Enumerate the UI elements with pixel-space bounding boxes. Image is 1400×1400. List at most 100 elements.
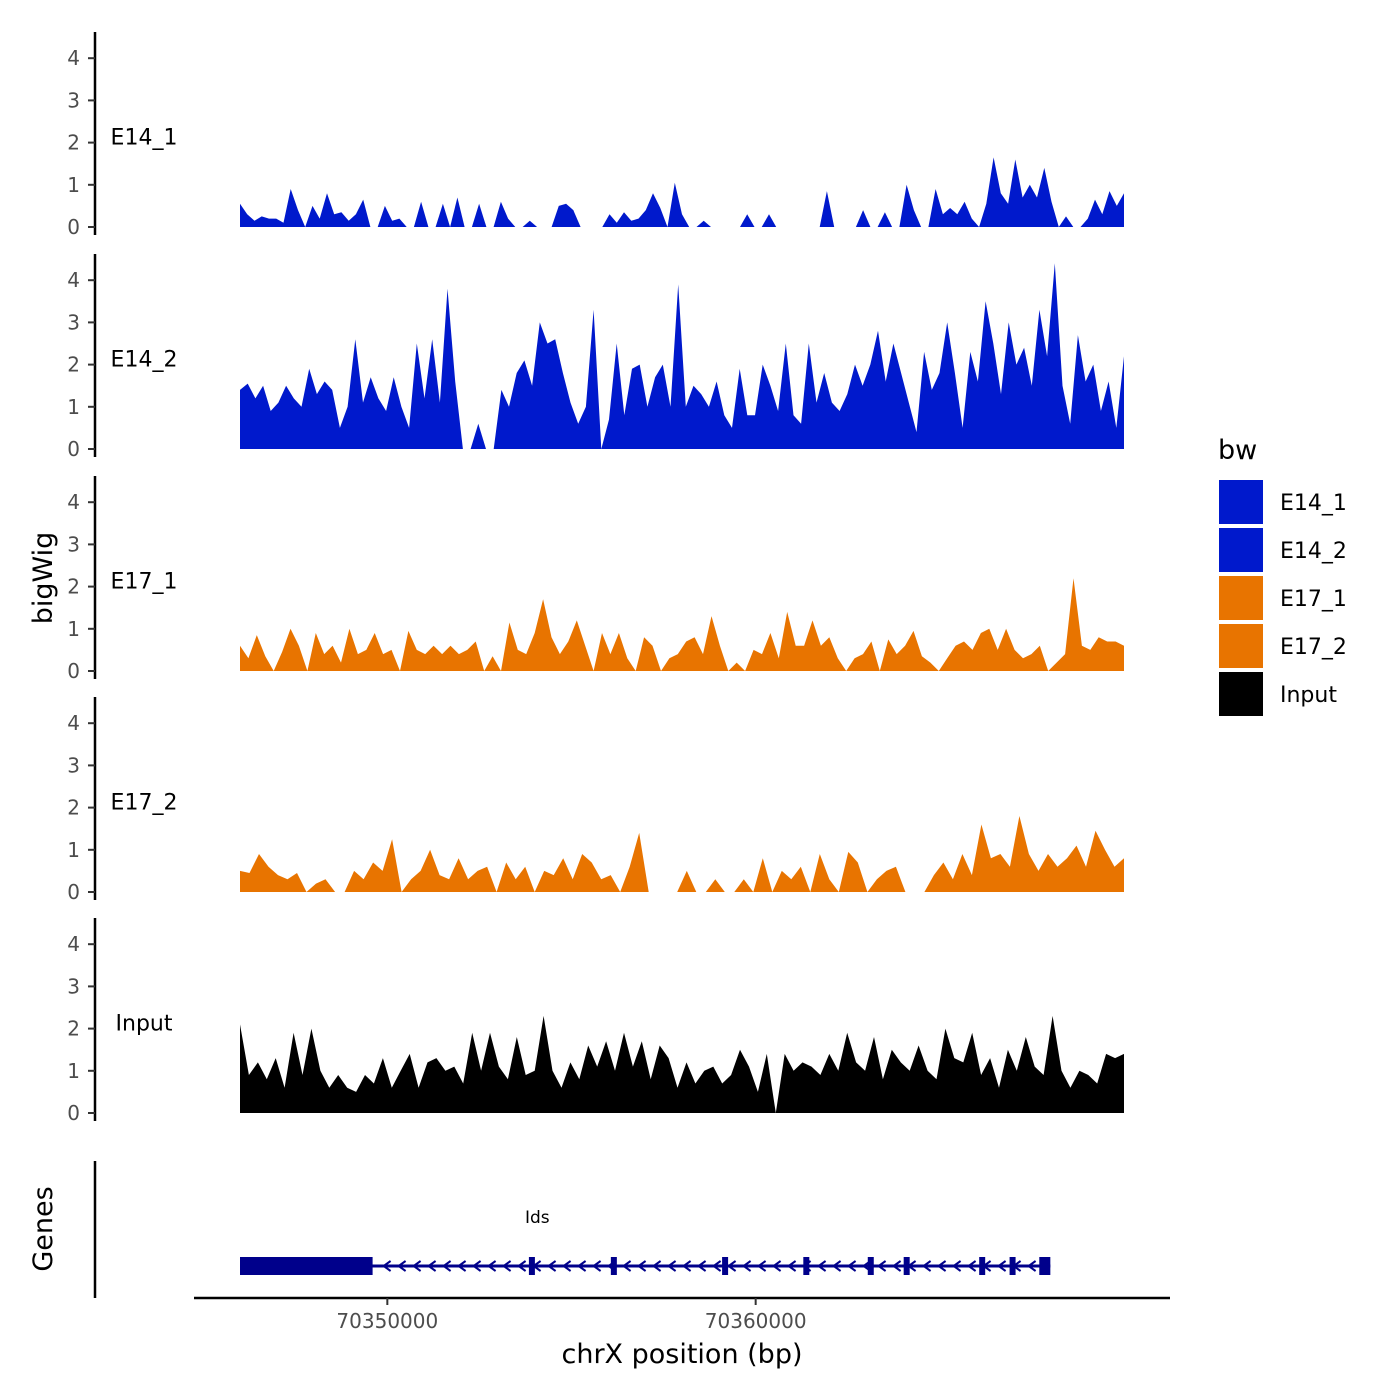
y-tick-label: 1 <box>67 1059 80 1083</box>
y-tick-label: 2 <box>67 1017 80 1041</box>
signal-area <box>305 193 371 227</box>
y-tick-label: 2 <box>67 353 80 377</box>
y-tick-label: 0 <box>67 215 80 239</box>
signal-area <box>413 201 429 227</box>
strand-arrow <box>666 1260 677 1272</box>
signal-area <box>240 1015 776 1113</box>
gene-exon <box>979 1257 986 1275</box>
signal-area <box>240 288 463 449</box>
strand-arrow <box>411 1260 422 1272</box>
y-tick-label: 3 <box>67 753 80 777</box>
legend-label: E17_2 <box>1280 635 1347 660</box>
y-tick-label: 4 <box>67 932 80 956</box>
strand-arrow <box>651 1260 662 1272</box>
y-tick-label: 4 <box>67 268 80 292</box>
y-tick-label: 4 <box>67 46 80 70</box>
gene-exon <box>1039 1257 1051 1275</box>
signal-area <box>1058 216 1074 227</box>
strand-arrow <box>426 1260 437 1272</box>
strand-arrow <box>756 1260 767 1272</box>
legend-swatch <box>1219 480 1263 524</box>
signal-area <box>740 214 755 227</box>
signal-area <box>810 854 839 892</box>
signal-area <box>471 203 487 227</box>
legend-swatch <box>1219 624 1263 668</box>
signal-area <box>753 858 773 892</box>
y-tick-label: 0 <box>67 1101 80 1125</box>
signal-area <box>734 879 754 892</box>
signal-area <box>635 637 661 671</box>
strand-arrow <box>726 1260 737 1272</box>
gene-exon <box>903 1257 910 1275</box>
strand-arrow <box>876 1260 887 1272</box>
signal-area <box>745 611 847 671</box>
track-label: E14_2 <box>111 347 178 372</box>
signal-area <box>484 656 501 671</box>
gene-exon <box>528 1257 535 1275</box>
signal-area <box>344 839 402 892</box>
signal-area <box>401 849 497 892</box>
signal-area <box>620 832 649 892</box>
gene-exon <box>610 1257 617 1275</box>
x-tick-label: 70350000 <box>336 1309 438 1333</box>
legend: bw E14_1 E14_2 E17_1 E17_2 Input <box>1218 435 1347 716</box>
signal-area <box>838 851 868 892</box>
signal-area <box>855 210 871 227</box>
signal-area <box>928 189 980 227</box>
signal-area <box>667 182 690 227</box>
strand-arrow <box>516 1260 527 1272</box>
strand-arrow <box>591 1260 602 1272</box>
signal-area <box>306 879 336 892</box>
legend-swatch <box>1219 528 1263 572</box>
y-tick-label: 3 <box>67 532 80 556</box>
x-axis: 70350000 70360000 chrX position (bp) <box>194 1296 1170 1370</box>
gene-exon <box>803 1257 810 1275</box>
signal-area <box>435 203 451 227</box>
y-tick-label: 3 <box>67 310 80 334</box>
signal-area <box>846 641 880 671</box>
signal-area <box>593 633 636 671</box>
y-tick-label: 1 <box>67 617 80 641</box>
gene-exon <box>1009 1257 1016 1275</box>
strand-arrow <box>771 1260 782 1272</box>
y-tick-label: 1 <box>67 395 80 419</box>
signal-area <box>551 203 581 227</box>
strand-arrow <box>966 1260 977 1272</box>
signal-area <box>938 628 1049 671</box>
strand-arrow <box>921 1260 932 1272</box>
signal-area <box>1080 191 1124 227</box>
signal-area <box>377 205 407 227</box>
signal-area <box>450 197 465 227</box>
signal-area <box>696 220 711 227</box>
strand-arrow <box>681 1260 692 1272</box>
signal-area <box>400 630 485 671</box>
signal-area <box>677 870 697 892</box>
gene-model <box>240 1257 1051 1275</box>
signal-area <box>602 193 668 227</box>
track-label: E17_2 <box>111 790 178 815</box>
track-label: Input <box>116 1011 173 1036</box>
x-tick-label: 70360000 <box>705 1309 807 1333</box>
y-tick-label: 0 <box>67 437 80 461</box>
strand-arrow <box>831 1260 842 1272</box>
legend-label: E14_1 <box>1280 491 1347 516</box>
strand-arrow <box>786 1260 797 1272</box>
strand-arrow <box>501 1260 512 1272</box>
strand-arrow <box>561 1260 572 1272</box>
signal-area <box>705 879 725 892</box>
y-axis-title: bigWig <box>28 532 59 625</box>
track-e14-2: 0 1 2 3 4 E14_2 <box>67 254 1124 461</box>
signal-area <box>867 866 906 892</box>
legend-items: E14_1 E14_2 E17_1 E17_2 Input <box>1219 480 1347 716</box>
y-tick-label: 0 <box>67 659 80 683</box>
signal-area <box>470 423 486 449</box>
legend-label: E14_2 <box>1280 539 1347 564</box>
strand-arrow <box>471 1260 482 1272</box>
signal-area <box>761 214 777 227</box>
signal-area <box>240 854 307 892</box>
strand-arrow <box>996 1260 1007 1272</box>
y-tick-label: 3 <box>67 974 80 998</box>
legend-title: bw <box>1218 435 1257 466</box>
legend-swatch <box>1219 576 1263 620</box>
strand-arrow <box>576 1260 587 1272</box>
